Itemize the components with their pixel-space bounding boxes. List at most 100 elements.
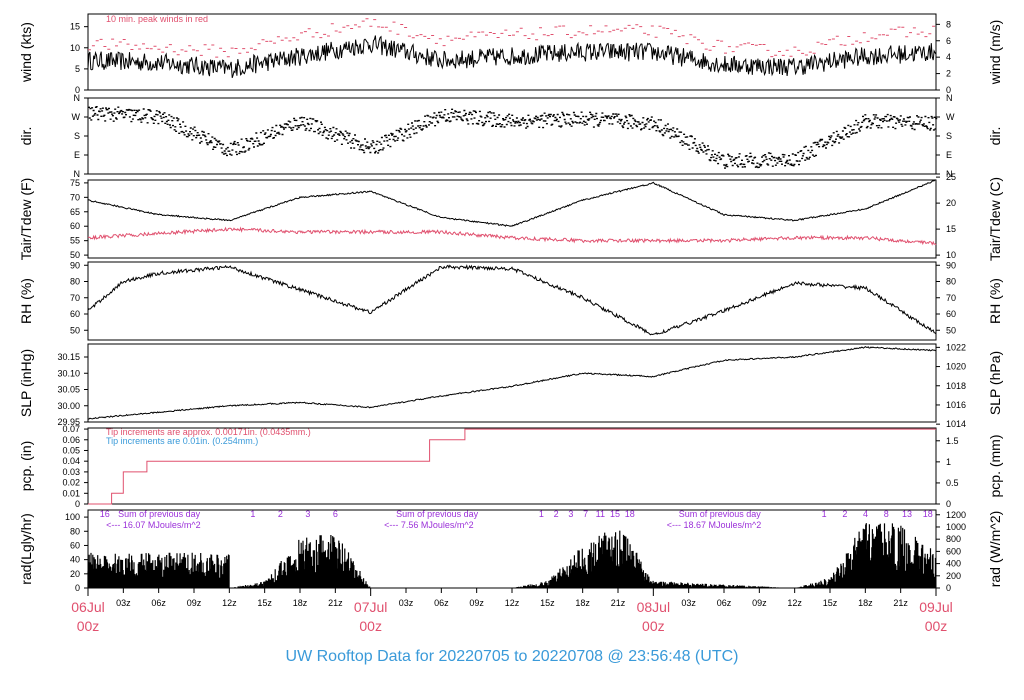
panel-slp-left-tick-label: 30.10	[57, 368, 80, 378]
radiation-hour-mark: 1	[822, 509, 827, 519]
panel-dir-left-tick-label: N	[74, 169, 81, 179]
x-hour-label: 15z	[823, 598, 838, 608]
panel-temp-right-label: Tair/Tdew (C)	[987, 177, 1003, 261]
panel-rh-left-tick-label: 90	[70, 260, 80, 270]
panel-rad-left-tick-label: 100	[65, 512, 80, 522]
panel-rad-left-label: rad(Lgly/hr)	[18, 513, 34, 585]
panel-rh-left-tick-label: 70	[70, 293, 80, 303]
panel-rh-left-tick-label: 60	[70, 309, 80, 319]
x-day-sublabel: 00z	[359, 618, 382, 634]
panel-slp-left-tick-label: 30.15	[57, 352, 80, 362]
panel-dir-frame	[87, 97, 937, 175]
x-hour-label: 09z	[752, 598, 767, 608]
radiation-hour-mark: 16	[100, 509, 110, 519]
panel-rh-right-label: RH (%)	[987, 278, 1003, 324]
panel-rad-right-tick-label: 0	[946, 583, 951, 593]
panel-rad-right-tick-label: 1000	[946, 522, 966, 532]
x-hour-label: 12z	[505, 598, 520, 608]
panel-rad-left-tick-label: 20	[70, 569, 80, 579]
panel-rad-right-tick-label: 1200	[946, 510, 966, 520]
panel-pcp-left-tick-label: 0.04	[62, 456, 80, 466]
panel-rad-right-tick-label: 800	[946, 534, 961, 544]
panel-dir-right-tick-label: N	[946, 169, 953, 179]
x-hour-label: 12z	[787, 598, 802, 608]
panel-pcp-left-tick-label: 0.07	[62, 424, 80, 434]
radiation-sum-head: Sum of previous day	[679, 509, 762, 519]
panel-rad-right-tick-label: 200	[946, 571, 961, 581]
panel-rh-right-tick-label: 70	[946, 293, 956, 303]
panel-wind-left-tick-label: 0	[75, 85, 80, 95]
footer-title: UW Rooftop Data for 20220705 to 20220708…	[285, 648, 739, 665]
radiation-hour-mark: 2	[554, 509, 559, 519]
x-hour-label: 18z	[575, 598, 590, 608]
panel-pcp-right-label: pcp. (mm)	[987, 435, 1003, 498]
panel-dir-right-tick-label: E	[946, 150, 952, 160]
panel-dir-left-tick-label: E	[74, 150, 80, 160]
panel-dir-right-tick-label: S	[946, 131, 952, 141]
panel-slp-right-tick-label: 1016	[946, 400, 966, 410]
panel-rh-right-tick-label: 90	[946, 260, 956, 270]
panel-slp-right-tick-label: 1014	[946, 419, 966, 429]
x-day-label: 09Jul	[919, 599, 952, 615]
x-day-label: 08Jul	[637, 599, 670, 615]
panel-pcp-left-tick-label: 0	[75, 499, 80, 509]
solar-radiation-bars	[87, 523, 936, 588]
x-day-sublabel: 00z	[925, 618, 948, 634]
panel-rh-left-tick-label: 80	[70, 277, 80, 287]
panel-slp-right-tick-label: 1018	[946, 381, 966, 391]
panel-temp-left-tick-label: 50	[70, 250, 80, 260]
chart-footer: UW Rooftop Data for 20220705 to 20220708…	[0, 648, 1024, 666]
radiation-hour-mark: 13	[902, 509, 912, 519]
tip-increment-note-1: Tip increments are approx. 0.00171in. (0…	[106, 427, 311, 437]
radiation-sum-value: <--- 18.67 MJoules/m^2	[667, 520, 762, 530]
x-hour-label: 12z	[222, 598, 237, 608]
x-hour-label: 03z	[399, 598, 414, 608]
panel-rad-left-tick-label: 80	[70, 526, 80, 536]
panel-temp-right-tick-label: 10	[946, 250, 956, 260]
panel-dir-left-tick-label: S	[74, 131, 80, 141]
radiation-sum-value: <--- 7.56 MJoules/m^2	[384, 520, 474, 530]
panel-pcp-right-tick-label: 0.5	[946, 478, 959, 488]
radiation-hour-mark: 7	[583, 509, 588, 519]
panel-rh-right-tick-label: 50	[946, 325, 956, 335]
radiation-hour-mark: 11	[596, 509, 605, 519]
panel-wind-right-label: wind (m/s)	[987, 20, 1003, 86]
panel-wind-right-tick-label: 2	[946, 69, 951, 79]
air-temperature-line	[87, 179, 937, 227]
x-hour-label: 03z	[116, 598, 131, 608]
panel-dir-left-tick-label: W	[72, 112, 81, 122]
wind-speed-line	[87, 35, 937, 78]
panel-rad-right-label: rad (W/m^2)	[987, 511, 1003, 588]
radiation-hour-mark: 1	[539, 509, 544, 519]
panel-slp-right-tick-label: 1022	[946, 342, 966, 352]
panel-pcp-frame	[87, 427, 937, 505]
radiation-hour-mark: 1	[250, 509, 255, 519]
panel-wind-right-tick-label: 8	[946, 19, 951, 29]
panel-pcp-left-tick-label: 0.03	[62, 467, 80, 477]
x-hour-label: 21z	[611, 598, 626, 608]
panel-slp-right-label: SLP (hPa)	[987, 351, 1003, 415]
panel-wind-right-tick-label: 0	[946, 85, 951, 95]
x-day-label: 06Jul	[71, 599, 104, 615]
panel-slp-right-tick-label: 1020	[946, 362, 966, 372]
panel-temp-right-tick-label: 25	[946, 172, 956, 182]
panel-rad-right-tick-label: 400	[946, 559, 961, 569]
radiation-sum-head: Sum of previous day	[118, 509, 201, 519]
x-hour-label: 21z	[893, 598, 908, 608]
tip-increment-note-2: Tip increments are 0.01in. (0.254mm.)	[106, 436, 258, 446]
panel-wind-left-tick-label: 15	[70, 22, 80, 32]
x-day-label: 07Jul	[354, 599, 387, 615]
panel-rh-right-tick-label: 60	[946, 309, 956, 319]
x-hour-label: 06z	[717, 598, 732, 608]
panel-wind-left-tick-label: 5	[75, 64, 80, 74]
panel-temp-right-tick-label: 15	[946, 224, 956, 234]
x-hour-label: 06z	[434, 598, 449, 608]
panel-temp-frame	[87, 179, 937, 259]
panel-rad-left-tick-label: 0	[75, 583, 80, 593]
x-hour-label: 18z	[858, 598, 873, 608]
x-hour-label: 03z	[681, 598, 696, 608]
radiation-hour-mark: 6	[333, 509, 338, 519]
radiation-hour-mark: 3	[305, 509, 310, 519]
sea-level-pressure-line	[87, 345, 937, 420]
